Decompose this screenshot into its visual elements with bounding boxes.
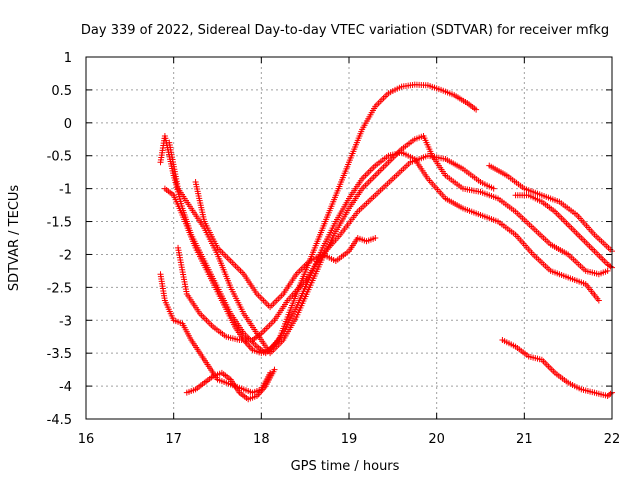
data-markers <box>157 81 615 403</box>
data-point <box>595 297 602 304</box>
y-axis-label: SDTVAR / TECUs <box>7 185 22 292</box>
x-tick-label: 22 <box>604 432 621 447</box>
x-tick-label: 16 <box>78 432 95 447</box>
series-track-f <box>183 366 278 403</box>
series-track-c <box>161 149 602 357</box>
y-tick-label: 0 <box>64 117 72 132</box>
y-tick-label: -4 <box>59 380 72 395</box>
y-tick-label: -3 <box>59 314 72 329</box>
series-track-g <box>192 179 379 311</box>
chart-title: Day 339 of 2022, Sidereal Day-to-day VTE… <box>81 23 609 38</box>
y-tick-label: -2.5 <box>47 281 72 296</box>
y-tick-label: -2 <box>59 248 72 263</box>
grid <box>86 57 612 419</box>
series-track-i <box>499 337 615 399</box>
series-track-e <box>175 152 497 344</box>
y-tick-label: -4.5 <box>47 413 72 428</box>
x-tick-label: 19 <box>341 432 358 447</box>
x-axis-tick-labels: 16 17 18 19 20 21 22 <box>78 432 621 447</box>
series-track-j <box>512 192 615 271</box>
series-track-a <box>157 271 274 396</box>
axis-ticks <box>85 56 613 420</box>
y-tick-label: -1 <box>59 183 72 198</box>
data-point <box>473 106 480 113</box>
x-tick-label: 21 <box>516 432 533 447</box>
y-tick-label: 0.5 <box>51 84 72 99</box>
data-point <box>271 366 278 373</box>
data-point <box>490 185 497 192</box>
y-tick-label: -3.5 <box>47 347 72 362</box>
y-axis-tick-labels: -4.5 -4 -3.5 -3 -2.5 -2 -1.5 -1 -0.5 0 0.5 1 <box>47 51 72 428</box>
data-point <box>604 267 611 274</box>
y-tick-label: -0.5 <box>47 150 72 165</box>
series-track-h <box>486 162 615 255</box>
data-point <box>607 390 614 397</box>
y-tick-label: 1 <box>64 51 72 66</box>
x-tick-label: 18 <box>253 432 270 447</box>
x-tick-label: 20 <box>428 432 445 447</box>
series-track-d <box>166 132 611 357</box>
data-point <box>607 263 614 270</box>
y-tick-label: -1.5 <box>47 216 72 231</box>
x-axis-label: GPS time / hours <box>291 459 400 474</box>
data-point <box>372 235 379 241</box>
x-tick-label: 17 <box>165 432 182 447</box>
